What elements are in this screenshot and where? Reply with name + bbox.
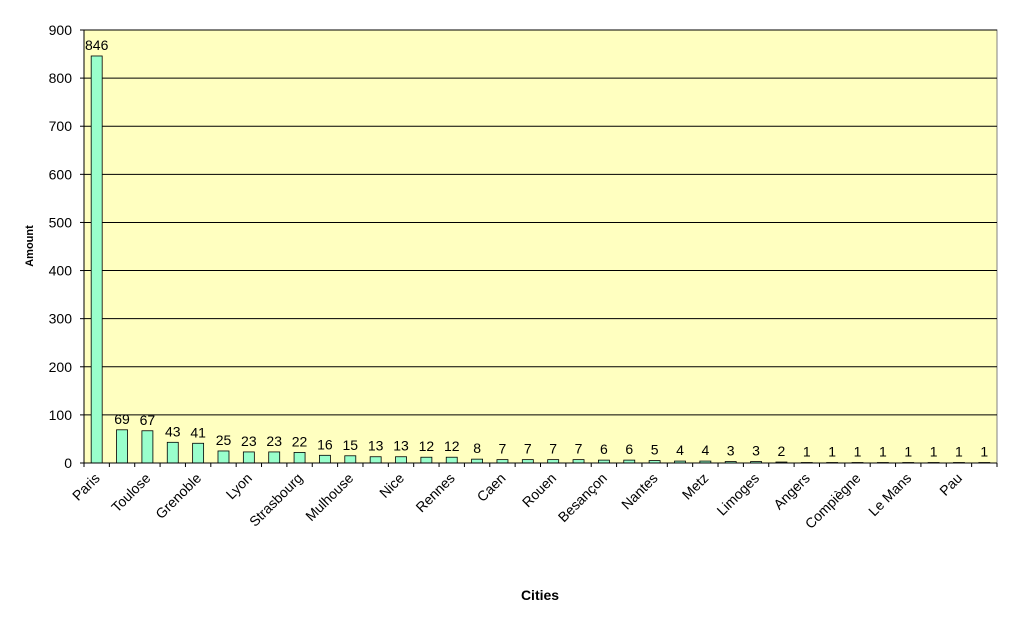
data-label: 846 — [85, 37, 109, 53]
y-tick-label: 200 — [49, 359, 73, 375]
bar — [242, 451, 255, 464]
y-tick-label: 600 — [49, 166, 73, 182]
data-label: 4 — [676, 442, 684, 458]
data-label: 13 — [393, 438, 409, 454]
bar — [192, 442, 205, 464]
bar — [572, 459, 585, 464]
bar — [217, 450, 230, 464]
x-tick-label: Pau — [936, 470, 965, 499]
x-tick-label: Toulose — [108, 470, 154, 516]
data-label: 2 — [778, 443, 786, 459]
data-label: 1 — [930, 444, 938, 460]
x-tick-label: Metz — [679, 470, 712, 503]
data-label: 22 — [292, 433, 308, 449]
data-label: 7 — [549, 441, 557, 457]
x-tick-label: Angers — [770, 470, 813, 513]
x-tick-label: Rennes — [412, 470, 457, 515]
y-tick-label: 0 — [64, 455, 72, 471]
data-label: 1 — [879, 444, 887, 460]
data-label: 1 — [980, 444, 988, 460]
bar — [116, 429, 128, 464]
data-label: 25 — [216, 432, 232, 448]
data-label: 23 — [266, 433, 282, 449]
bar — [445, 456, 458, 464]
data-label: 23 — [241, 433, 257, 449]
x-tick-label: Nantes — [618, 470, 661, 513]
x-tick-label: Compiègne — [802, 470, 864, 532]
bar — [547, 459, 560, 464]
x-tick-label: Grenoble — [152, 470, 204, 522]
data-label: 3 — [727, 443, 735, 459]
data-label: 12 — [419, 438, 435, 454]
bar — [471, 458, 483, 464]
bar — [268, 451, 281, 464]
y-axis-ticks: 0 100 200 300 400 500 600 700 800 900 — [49, 22, 84, 471]
data-label: 1 — [955, 444, 963, 460]
gridlines — [84, 29, 997, 416]
y-tick-label: 700 — [49, 118, 73, 134]
x-axis-title: Cities — [521, 587, 559, 603]
x-tick-label: Limoges — [713, 470, 762, 519]
y-axis-title: Amount — [24, 225, 36, 267]
data-label: 6 — [600, 441, 608, 457]
data-label: 7 — [499, 441, 507, 457]
data-label: 41 — [190, 424, 206, 440]
data-label: 16 — [317, 436, 333, 452]
data-label: 3 — [752, 443, 760, 459]
data-label: 8 — [473, 440, 481, 456]
data-label: 5 — [651, 442, 659, 458]
x-tick-label: Strasbourg — [246, 470, 306, 530]
x-tick-label: Nice — [376, 470, 407, 501]
bar — [420, 456, 433, 464]
x-tick-label: Lyon — [223, 470, 255, 502]
bar — [90, 55, 103, 464]
data-label: 1 — [904, 444, 912, 460]
bar — [344, 455, 357, 464]
data-label: 15 — [343, 437, 359, 453]
x-tick-label: Rouen — [519, 470, 559, 510]
y-tick-label: 500 — [49, 214, 73, 230]
data-label: 6 — [625, 441, 633, 457]
data-label: 13 — [368, 438, 384, 454]
plot-area — [83, 29, 998, 464]
data-label: 7 — [575, 441, 583, 457]
data-label: 12 — [444, 438, 460, 454]
x-tick-label: Mulhouse — [302, 470, 356, 524]
data-label: 67 — [140, 412, 156, 428]
data-label: 43 — [165, 423, 181, 439]
bar — [369, 456, 382, 464]
bar — [293, 452, 306, 464]
bar — [319, 454, 331, 464]
data-label: 1 — [803, 444, 811, 460]
data-label: 69 — [114, 411, 130, 427]
y-tick-label: 900 — [49, 22, 73, 38]
data-label: 7 — [524, 441, 532, 457]
bar — [166, 441, 179, 464]
x-tick-label: Caen — [474, 470, 509, 505]
bar — [521, 459, 534, 464]
y-tick-label: 300 — [49, 311, 73, 327]
bar — [395, 456, 407, 464]
y-tick-label: 400 — [49, 263, 73, 279]
data-label: 4 — [701, 442, 709, 458]
x-tick-label: Besançon — [555, 470, 610, 525]
x-tick-label: Paris — [69, 470, 103, 504]
data-label: 1 — [828, 444, 836, 460]
y-tick-label: 100 — [49, 407, 73, 423]
bar — [141, 430, 154, 464]
data-label: 1 — [854, 444, 862, 460]
bar — [496, 459, 509, 464]
y-tick-label: 800 — [49, 70, 73, 86]
x-tick-label: Le Mans — [865, 470, 914, 519]
